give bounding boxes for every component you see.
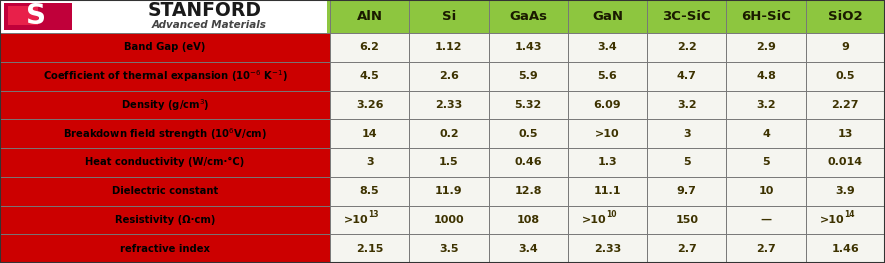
Text: 12.8: 12.8 (514, 186, 542, 196)
Text: 4.7: 4.7 (677, 71, 696, 81)
Text: 3.26: 3.26 (356, 100, 383, 110)
Text: 10: 10 (758, 186, 773, 196)
Text: 0.5: 0.5 (835, 71, 855, 81)
Bar (0, 205, 330, 234)
Text: 14: 14 (844, 210, 855, 219)
Text: 4: 4 (762, 129, 770, 139)
Text: 3.2: 3.2 (757, 100, 776, 110)
Text: 3.9: 3.9 (835, 186, 855, 196)
Text: AlN: AlN (357, 10, 382, 23)
Text: 108: 108 (517, 215, 540, 225)
Text: 11.9: 11.9 (435, 186, 463, 196)
Text: 5: 5 (683, 157, 690, 167)
Text: S: S (26, 3, 46, 31)
Text: 1.43: 1.43 (514, 42, 542, 52)
Text: 6.2: 6.2 (359, 42, 380, 52)
Bar (330, 205, 885, 234)
Text: 14: 14 (362, 129, 378, 139)
Bar (0, 177, 330, 205)
Text: 0.46: 0.46 (514, 157, 542, 167)
Bar (0, 119, 330, 148)
Text: —: — (760, 215, 772, 225)
Text: refractive index: refractive index (120, 244, 210, 254)
Text: 9.7: 9.7 (677, 186, 696, 196)
Text: 3.4: 3.4 (597, 42, 618, 52)
Bar (0, 234, 330, 263)
Bar (330, 177, 885, 205)
Text: STANFORD: STANFORD (148, 1, 262, 20)
Text: 2.33: 2.33 (594, 244, 621, 254)
Text: 3.5: 3.5 (439, 244, 458, 254)
Text: GaN: GaN (592, 10, 623, 23)
Text: Si: Si (442, 10, 456, 23)
Text: 8.5: 8.5 (360, 186, 380, 196)
Text: 2.27: 2.27 (832, 100, 859, 110)
Text: 9: 9 (842, 42, 850, 52)
Text: 2.2: 2.2 (677, 42, 696, 52)
Text: 11.1: 11.1 (594, 186, 621, 196)
Text: 2.6: 2.6 (439, 71, 458, 81)
Text: 13: 13 (369, 210, 379, 219)
Text: 1.12: 1.12 (435, 42, 463, 52)
Bar (330, 148, 885, 177)
Bar (0, 0, 330, 33)
Text: 0.2: 0.2 (439, 129, 458, 139)
Text: 4.8: 4.8 (756, 71, 776, 81)
Text: 5.32: 5.32 (514, 100, 542, 110)
Bar (330, 62, 885, 90)
Text: Advanced Materials: Advanced Materials (152, 20, 267, 30)
Text: 2.7: 2.7 (677, 244, 696, 254)
Text: 1000: 1000 (434, 215, 465, 225)
Text: 4.5: 4.5 (360, 71, 380, 81)
Text: 3: 3 (683, 129, 690, 139)
Text: 5: 5 (762, 157, 770, 167)
Text: 3: 3 (366, 157, 373, 167)
Bar (0, 90, 330, 119)
Text: SiO2: SiO2 (828, 10, 863, 23)
Bar (4, 3, 72, 30)
Text: Heat conductivity (W/cm·°C): Heat conductivity (W/cm·°C) (85, 157, 244, 168)
Text: 1.3: 1.3 (597, 157, 618, 167)
Text: 2.7: 2.7 (756, 244, 776, 254)
Text: 2.15: 2.15 (356, 244, 383, 254)
Bar (330, 90, 885, 119)
Text: 0.014: 0.014 (827, 157, 863, 167)
Text: 0.5: 0.5 (519, 129, 538, 139)
Bar (327, 0, 330, 33)
Bar (330, 33, 885, 62)
Bar (0, 33, 330, 62)
Text: GaAs: GaAs (509, 10, 547, 23)
Text: Resistivity (Ω·cm): Resistivity (Ω·cm) (115, 215, 215, 225)
Text: 5.6: 5.6 (597, 71, 618, 81)
Text: 3.2: 3.2 (677, 100, 696, 110)
Bar (330, 119, 885, 148)
Text: 3C-SiC: 3C-SiC (663, 10, 712, 23)
Bar (330, 0, 885, 33)
Text: >10: >10 (596, 129, 619, 139)
Text: 2.33: 2.33 (435, 100, 463, 110)
Text: 13: 13 (838, 129, 853, 139)
Text: >10: >10 (581, 215, 606, 225)
Text: Band Gap (eV): Band Gap (eV) (124, 42, 205, 52)
Text: >10: >10 (820, 215, 844, 225)
Bar (0, 148, 330, 177)
Text: Coefficient of thermal expansion (10$^{-6}$ K$^{-1}$): Coefficient of thermal expansion (10$^{-… (42, 68, 288, 84)
Text: Density (g/cm$^{3}$): Density (g/cm$^{3}$) (120, 97, 209, 113)
Bar (8, 6, 38, 25)
Text: Breakdown field strength (10$^{6}$V/cm): Breakdown field strength (10$^{6}$V/cm) (63, 126, 267, 141)
Bar (330, 234, 885, 263)
Text: 2.9: 2.9 (756, 42, 776, 52)
Text: Dielectric constant: Dielectric constant (112, 186, 218, 196)
Text: 6.09: 6.09 (594, 100, 621, 110)
Text: 5.9: 5.9 (519, 71, 538, 81)
Text: 150: 150 (675, 215, 698, 225)
Text: 10: 10 (606, 210, 617, 219)
Text: 6H-SiC: 6H-SiC (741, 10, 791, 23)
Text: >10: >10 (344, 215, 369, 225)
Bar (0, 62, 330, 90)
Text: 1.46: 1.46 (832, 244, 859, 254)
Text: 3.4: 3.4 (519, 244, 538, 254)
Text: 1.5: 1.5 (439, 157, 458, 167)
